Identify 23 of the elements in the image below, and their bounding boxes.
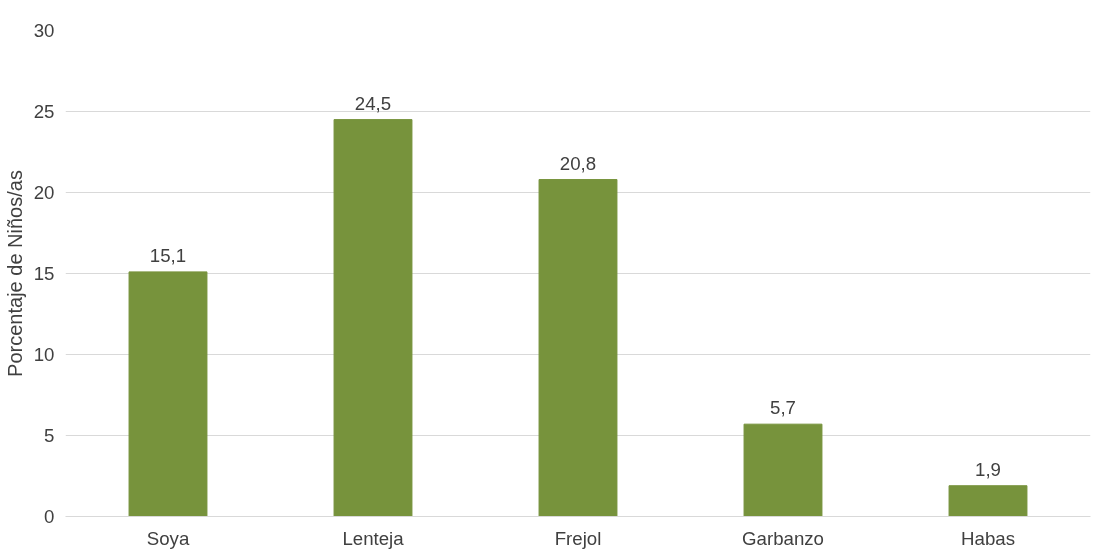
x-tick-label: Frejol	[554, 527, 602, 549]
x-tick-label: Soya	[146, 527, 190, 549]
y-tick-label: 5	[44, 425, 55, 446]
y-tick-label: 10	[33, 344, 55, 365]
bar	[948, 485, 1028, 517]
y-tick-label: 0	[44, 506, 55, 527]
y-axis-title: Porcentaje de Niños/as	[3, 170, 26, 377]
x-tick-label: Garbanzo	[742, 527, 824, 549]
bar	[128, 271, 208, 517]
data-label: 5,7	[770, 397, 796, 419]
bar	[538, 179, 618, 517]
bar	[743, 423, 823, 517]
data-label: 24,5	[354, 92, 392, 114]
x-tick-label: Lenteja	[342, 527, 405, 549]
y-tick-label: 15	[33, 263, 55, 284]
y-tick-label: 20	[33, 182, 55, 203]
x-tick-label: Habas	[961, 527, 1015, 549]
bar	[333, 119, 413, 517]
y-tick-label: 25	[33, 101, 55, 122]
data-label: 15,1	[149, 244, 187, 266]
y-tick-label: 30	[33, 20, 55, 41]
data-label: 1,9	[975, 458, 1001, 480]
data-label: 20,8	[559, 152, 597, 174]
